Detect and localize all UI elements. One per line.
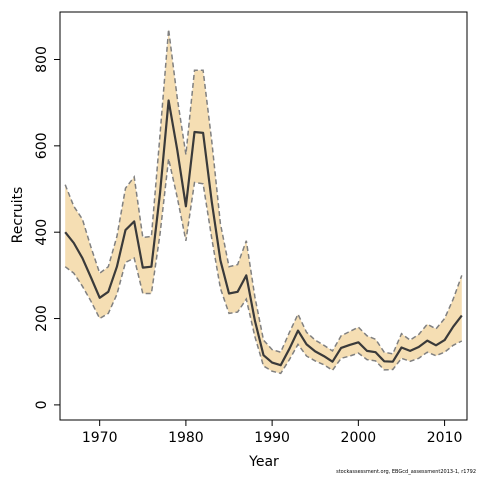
- x-tick-label: 1980: [168, 430, 204, 446]
- x-tick-label: 1970: [82, 430, 118, 446]
- y-tick-label: 0: [34, 400, 50, 409]
- y-axis-title: Recruits: [10, 187, 26, 244]
- x-tick-label: 1990: [254, 430, 290, 446]
- y-tick-label: 200: [34, 305, 50, 332]
- recruits-estimate-line: [64, 99, 463, 367]
- y-tick-label: 400: [34, 219, 50, 246]
- y-tick-label: 600: [34, 132, 50, 159]
- x-tick-label: 2010: [427, 430, 463, 446]
- confidence-band: [65, 29, 462, 374]
- y-tick-label: 800: [34, 46, 50, 73]
- footnote: stockassessment.org, EBGcd_assessment201…: [336, 469, 476, 475]
- x-axis-title: Year: [248, 454, 279, 470]
- plot-area: [64, 29, 463, 375]
- axes: 1970 1980 1990 2000 2010 0 200 400 600 800: [34, 11, 468, 446]
- x-tick-label: 2000: [341, 430, 377, 446]
- upper-bound-line: [64, 29, 463, 355]
- plot-frame: [59, 11, 468, 421]
